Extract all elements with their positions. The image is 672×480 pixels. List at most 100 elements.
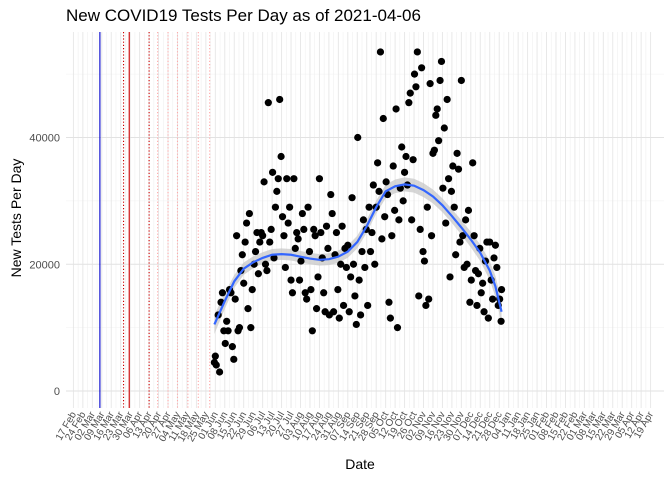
data-point [386, 314, 394, 322]
data-point [277, 152, 285, 161]
x-axis-title: Date [345, 456, 375, 472]
data-point [393, 324, 402, 332]
data-point [324, 244, 332, 253]
data-point [251, 247, 260, 256]
y-tick-label: 20000 [29, 259, 60, 271]
data-point [308, 327, 316, 335]
data-point [444, 175, 453, 183]
data-point [312, 305, 321, 313]
data-point [245, 209, 253, 218]
data-point [322, 222, 331, 230]
data-point [470, 232, 478, 240]
data-point [443, 95, 451, 104]
data-point [419, 247, 427, 256]
data-point [376, 48, 385, 56]
data-point [263, 266, 271, 275]
data-point [406, 89, 414, 97]
data-point [379, 114, 387, 123]
data-point [368, 228, 376, 237]
data-point [358, 247, 366, 256]
data-point [484, 314, 492, 322]
data-point [278, 213, 287, 221]
data-point [211, 352, 219, 360]
data-point [327, 190, 335, 199]
data-point [273, 187, 281, 195]
data-point [288, 289, 297, 297]
data-point [310, 225, 318, 233]
data-point [307, 286, 315, 294]
data-point [446, 273, 454, 281]
data-point [447, 187, 456, 195]
data-point [469, 159, 477, 167]
data-point [304, 203, 312, 211]
data-point [311, 232, 319, 240]
data-point [223, 317, 231, 325]
data-point [453, 149, 461, 157]
data-point [456, 238, 464, 246]
data-point [490, 254, 498, 262]
data-point [271, 203, 280, 211]
data-point [254, 270, 262, 278]
data-point [215, 368, 224, 376]
data-point [270, 254, 278, 262]
y-axis-title: New Tests Per Day [8, 158, 24, 278]
data-point [314, 273, 322, 281]
data-point [238, 251, 246, 259]
data-point [378, 235, 386, 243]
data-point [452, 251, 460, 259]
data-point [412, 83, 420, 91]
data-point [427, 232, 436, 240]
data-point [224, 327, 232, 335]
data-point [435, 137, 443, 145]
data-point [355, 276, 363, 284]
data-point [433, 105, 441, 113]
data-point [371, 260, 379, 268]
data-point [369, 181, 377, 189]
data-point [266, 238, 274, 246]
data-point [491, 241, 500, 249]
data-point [339, 301, 348, 310]
data-point [332, 228, 341, 237]
y-tick-label: 40000 [29, 133, 60, 145]
data-point [474, 270, 482, 278]
data-point [349, 260, 358, 268]
data-point [212, 361, 220, 369]
data-point [244, 305, 252, 313]
data-point [337, 260, 345, 268]
data-point [335, 314, 343, 322]
data-point [235, 324, 244, 332]
data-point [280, 232, 288, 240]
data-point [295, 276, 304, 284]
data-point [385, 298, 393, 306]
data-point [389, 162, 397, 170]
data-point [459, 232, 467, 240]
data-point [420, 257, 429, 265]
data-point [374, 159, 382, 167]
data-point [264, 99, 272, 107]
data-point [493, 263, 501, 272]
data-point [284, 219, 292, 227]
data-point [391, 206, 399, 214]
data-point [354, 133, 362, 142]
data-point [464, 206, 473, 214]
data-point [402, 152, 410, 161]
data-point [300, 225, 308, 233]
data-point [267, 225, 275, 233]
data-point [480, 308, 488, 316]
data-point [301, 289, 309, 297]
data-point [248, 286, 256, 294]
data-point [399, 197, 407, 205]
data-point [294, 235, 302, 243]
data-point [293, 228, 301, 237]
data-point [348, 194, 356, 202]
data-point [305, 247, 314, 256]
data-point [477, 289, 485, 297]
data-point [228, 343, 236, 351]
data-point [303, 295, 311, 303]
data-point [261, 260, 270, 268]
data-point [338, 222, 346, 230]
data-point [290, 175, 298, 183]
data-point [328, 209, 336, 218]
data-point [298, 209, 306, 218]
